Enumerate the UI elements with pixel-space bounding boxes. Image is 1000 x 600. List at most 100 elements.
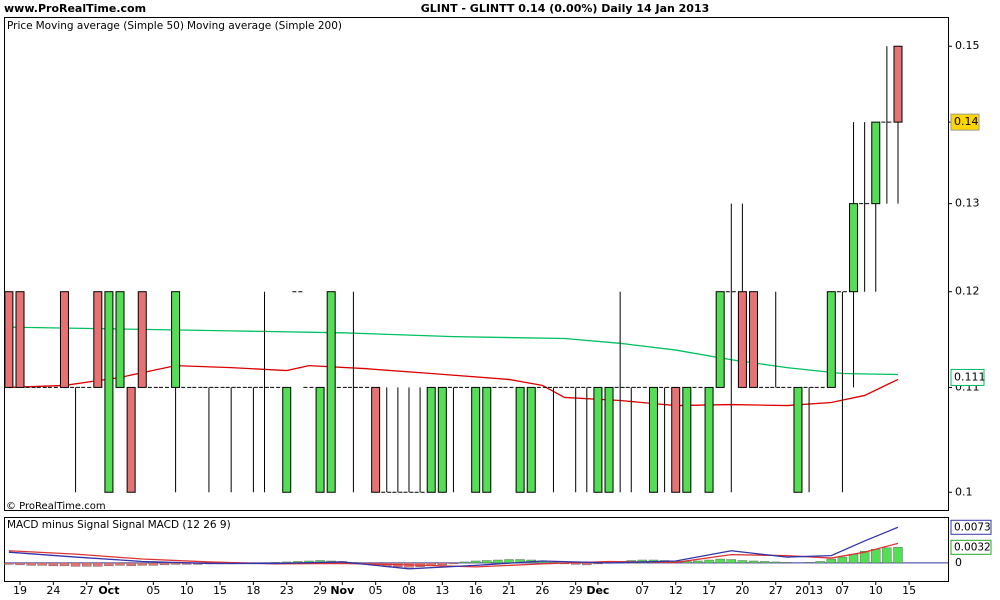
value-label: 0.0073 (954, 521, 991, 533)
candle-body (526, 386, 536, 493)
x-tick-label: 10 (869, 584, 883, 597)
candle-body (826, 291, 836, 388)
candle-body (104, 291, 114, 493)
macd-panel (4, 517, 949, 582)
ma-value-label: 0.111 (954, 370, 986, 383)
histogram-bar (126, 562, 136, 567)
legend-entry: Moving average (Simple 200) (187, 20, 342, 32)
value-label: 0.0032 (954, 541, 991, 553)
histogram-bar (848, 553, 859, 564)
moving-average (8, 326, 898, 376)
x-tick-label: 15 (902, 584, 916, 597)
x-tick-label: 15 (213, 584, 227, 597)
candle-body (604, 386, 614, 493)
x-tick-label: 12 (669, 584, 683, 597)
histogram-bar (4, 562, 14, 565)
histogram-bar (693, 560, 703, 564)
x-tick-label: 29 (569, 584, 583, 597)
x-tick-label: 10 (180, 584, 194, 597)
x-tick-label: 18 (246, 584, 260, 597)
candle-body (648, 386, 658, 493)
histogram-bar (148, 562, 159, 566)
histogram-bar (771, 561, 781, 564)
histogram-bar (815, 561, 825, 564)
x-tick-label: 21 (502, 584, 516, 597)
candle-body (115, 291, 125, 388)
x-tick-label: 27 (80, 584, 94, 597)
candle-body (482, 386, 492, 493)
y-tick-label: 0.13 (955, 197, 980, 210)
histogram-bar (70, 562, 81, 567)
histogram-bar (159, 562, 170, 566)
histogram-bar (759, 561, 770, 564)
x-tick-label: 07 (835, 584, 849, 597)
candle-body (593, 386, 603, 493)
histogram-bar (704, 559, 714, 564)
histogram-bar (482, 560, 492, 564)
histogram-bar (859, 551, 870, 564)
candle-body (871, 121, 881, 205)
copyright: © ProRealTime.com (6, 501, 106, 512)
value-box (950, 539, 992, 555)
x-tick-label: Oct (98, 584, 119, 597)
x-tick-label: 2013 (795, 584, 823, 597)
histogram-bar (826, 558, 837, 564)
histogram-bar (837, 556, 848, 564)
candle-body (671, 386, 681, 493)
x-tick-label: 29 (313, 584, 327, 597)
histogram-bar (59, 562, 70, 567)
candle-body (426, 386, 436, 493)
ma-value-box (950, 368, 985, 386)
legend-entry: Moving average (Simple 50) (36, 20, 184, 32)
histogram-bar (871, 549, 881, 564)
x-tick-label: Nov (330, 584, 355, 597)
candle-body (682, 386, 692, 493)
x-tick-label: 07 (635, 584, 649, 597)
histogram-bar (15, 562, 25, 566)
candle-body (437, 386, 447, 493)
y-tick-label: 0.15 (955, 39, 980, 52)
source: www.ProRealTime.com (4, 2, 146, 15)
x-tick-label: 13 (435, 584, 449, 597)
x-tick-label: 23 (280, 584, 294, 597)
histogram-bar (493, 559, 503, 564)
candle-body (126, 386, 136, 493)
macd-line (8, 526, 899, 570)
histogram-bar (726, 559, 736, 564)
candle-body (715, 291, 725, 388)
histogram-bar (459, 561, 470, 564)
x-tick-label: 19 (13, 584, 27, 597)
candle-body (893, 45, 903, 123)
x-tick-label: 26 (535, 584, 549, 597)
candle-body (15, 291, 25, 388)
histogram-bar (48, 562, 59, 567)
histogram-bar (37, 562, 47, 566)
candle-body (749, 291, 759, 388)
candle-body (137, 291, 147, 388)
x-tick-label: 17 (702, 584, 716, 597)
candle-body (849, 203, 859, 293)
histogram-bar (715, 558, 725, 564)
candle-body (704, 386, 714, 493)
histogram-bar (582, 562, 592, 566)
x-tick-label: 08 (402, 584, 416, 597)
y-tick-label: 0.1 (955, 485, 973, 498)
histogram-bar (448, 562, 459, 565)
x-tick-label: 27 (769, 584, 783, 597)
legend-entry: Price (7, 20, 33, 32)
histogram-bar (893, 547, 903, 564)
last-price-box (950, 113, 980, 131)
candle-body (4, 291, 14, 388)
x-tick-label: Dec (586, 584, 609, 597)
histogram-bar (93, 562, 103, 567)
candle-body (93, 291, 103, 388)
histogram-bar (748, 560, 759, 564)
value-box (950, 519, 992, 535)
x-tick-label: 05 (369, 584, 383, 597)
histogram-bar (115, 562, 125, 566)
x-tick-label: 16 (469, 584, 483, 597)
y-tick-label: 0 (955, 556, 962, 569)
histogram-bar (882, 547, 892, 564)
histogram-bar (104, 562, 114, 567)
